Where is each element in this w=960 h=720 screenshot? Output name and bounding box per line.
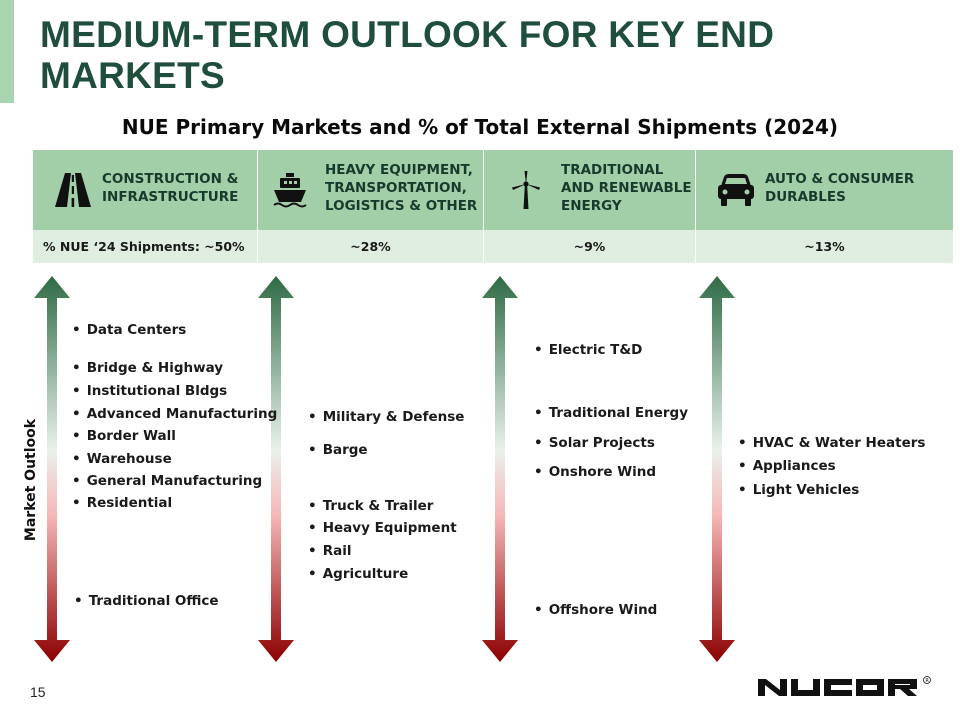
page-number: 15 (30, 684, 46, 700)
outlook-item: • Appliances (738, 458, 836, 474)
outlook-item: • Warehouse (72, 451, 172, 467)
share-auto: ~13% (695, 230, 953, 263)
market-label: CONSTRUCTION & INFRASTRUCTURE (102, 171, 239, 205)
outlook-item: • Institutional Bldgs (72, 383, 228, 399)
ship-icon (273, 173, 307, 208)
outlook-item: • Offshore Wind (534, 602, 658, 618)
outlook-item: • Residential (72, 495, 173, 511)
outlook-item: • Light Vehicles (738, 482, 860, 498)
market-header-row: CONSTRUCTION & INFRASTRUCTURE HEAVY EQUI… (33, 150, 953, 230)
outlook-item: • General Manufacturing (72, 473, 263, 489)
svg-text:R: R (925, 678, 929, 684)
market-header-auto: AUTO & CONSUMER DURABLES (695, 150, 953, 230)
share-energy: ~9% (483, 230, 695, 263)
outlook-item: • Border Wall (72, 428, 176, 444)
outlook-item: • Solar Projects (534, 435, 655, 451)
share-construction: % NUE ‘24 Shipments: ~50% (43, 239, 245, 254)
outlook-item: • Onshore Wind (534, 464, 657, 480)
outlook-item: • Traditional Office (74, 593, 219, 609)
outlook-arrow-heavy-equipment (258, 276, 294, 662)
outlook-arrow-auto (699, 276, 735, 662)
market-label: HEAVY EQUIPMENT, TRANSPORTATION, LOGISTI… (325, 162, 478, 214)
market-header-heavy-equipment: HEAVY EQUIPMENT, TRANSPORTATION, LOGISTI… (257, 150, 483, 230)
outlook-item: • Barge (308, 442, 368, 458)
nucor-logo: R (758, 676, 931, 696)
outlook-item: • Traditional Energy (534, 405, 689, 421)
wind-turbine-icon (512, 171, 540, 209)
shipments-share-row: % NUE ‘24 Shipments: ~50% ~28% ~9% ~13% (33, 230, 953, 263)
outlook-item: • Heavy Equipment (308, 520, 457, 536)
outlook-item: • Advanced Manufacturing (72, 406, 278, 422)
outlook-arrow-energy (482, 276, 518, 662)
outlook-item: • Truck & Trailer (308, 498, 434, 514)
outlook-item: • Rail (308, 543, 352, 559)
outlook-item: • Agriculture (308, 566, 409, 582)
outlook-item: • Military & Defense (308, 409, 465, 425)
outlook-item: • HVAC & Water Heaters (738, 435, 926, 451)
slide-title: MEDIUM-TERM OUTLOOK FOR KEY END MARKETS (40, 14, 775, 96)
outlook-arrow-construction (34, 276, 70, 662)
car-icon (718, 174, 754, 206)
outlook-item: • Data Centers (72, 322, 187, 338)
outlook-item: • Electric T&D (534, 342, 643, 358)
market-label: TRADITIONAL AND RENEWABLE ENERGY (561, 162, 692, 214)
market-header-construction: CONSTRUCTION & INFRASTRUCTURE (33, 150, 257, 230)
market-label: AUTO & CONSUMER DURABLES (765, 171, 915, 205)
accent-bar (0, 0, 14, 103)
chart-subtitle: NUE Primary Markets and % of Total Exter… (121, 115, 839, 139)
outlook-item: • Bridge & Highway (72, 360, 224, 376)
road-icon (55, 173, 91, 207)
market-header-energy: TRADITIONAL AND RENEWABLE ENERGY (483, 150, 695, 230)
share-heavy-equipment: ~28% (257, 230, 483, 263)
